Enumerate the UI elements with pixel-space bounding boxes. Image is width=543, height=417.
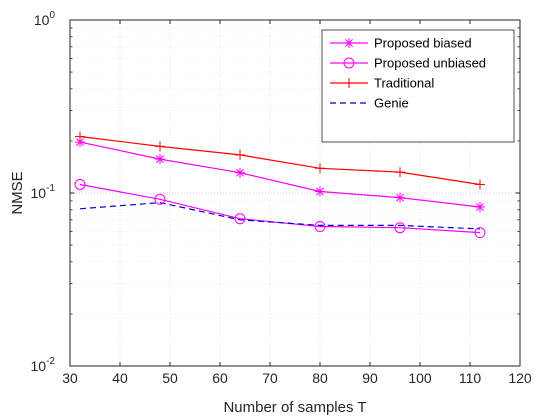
y-tick-base: 10: [31, 185, 47, 201]
axis-ticks: [69, 19, 521, 367]
y-tick-exponent: -2: [46, 356, 55, 367]
y-axis-label: NMSE: [9, 171, 26, 214]
marker-stroke: [345, 39, 353, 47]
marker-circle: [234, 213, 246, 225]
y-tick-label: 100: [34, 10, 56, 28]
series-lines: [79, 135, 481, 234]
marker-circle: [343, 57, 355, 69]
data-point: [75, 131, 85, 142]
data-point: [234, 213, 246, 225]
data-point: [475, 179, 485, 190]
y-tick-exponent: 0: [49, 10, 55, 21]
x-tick-label: 70: [262, 370, 278, 386]
y-tick-exponent: -1: [46, 183, 55, 194]
marker-stroke: [316, 187, 324, 196]
data-point: [154, 193, 166, 205]
data-point: [235, 167, 245, 178]
marker-circle: [474, 227, 486, 239]
series-markers: [74, 131, 486, 239]
x-tick-label: 90: [362, 370, 378, 386]
x-tick-label: 50: [162, 370, 178, 386]
series-line: [79, 141, 481, 208]
marker-circle: [154, 193, 166, 205]
x-tick-label: 110: [459, 370, 482, 386]
x-tick-label: 80: [312, 370, 328, 386]
legend-marker: [344, 78, 354, 88]
y-tick-base: 10: [34, 12, 50, 28]
x-tick-label: 40: [112, 370, 128, 386]
legend-entry: Genie: [330, 96, 409, 111]
data-point: [474, 227, 486, 239]
data-point: [315, 186, 325, 197]
marker-stroke: [156, 155, 164, 164]
marker-circle: [394, 222, 406, 234]
legend-box: [321, 29, 515, 143]
data-point: [314, 221, 326, 233]
legend-label: Traditional: [374, 76, 434, 91]
legend-label: Genie: [374, 96, 409, 111]
data-point: [475, 201, 485, 212]
marker-stroke: [396, 193, 404, 202]
x-tick-label: 60: [212, 370, 228, 386]
data-point: [74, 178, 86, 190]
x-tick-labels: 30 40 50 60 70 80 90 100 110 120: [62, 370, 532, 386]
marker-circle: [74, 178, 86, 190]
y-tick-label: 10-2: [31, 356, 56, 374]
y-tick-base: 10: [31, 358, 47, 374]
legend-marker: [344, 38, 354, 48]
legend-entry: Proposed biased: [330, 36, 472, 51]
data-point: [235, 149, 245, 160]
data-point: [395, 167, 405, 178]
x-axis-label: Number of samples T: [223, 399, 366, 416]
legend-label: Proposed biased: [374, 36, 472, 51]
legend-entry: Traditional: [330, 76, 434, 91]
x-tick-label: 120: [508, 370, 532, 386]
x-tick-label: 30: [62, 370, 78, 386]
data-point: [155, 141, 165, 152]
marker-stroke: [76, 138, 84, 147]
y-tick-label: 10-1: [31, 183, 56, 201]
legend-entry: Proposed unbiased: [330, 56, 486, 71]
data-point: [155, 154, 165, 165]
series-line: [79, 135, 481, 186]
legend-label: Proposed unbiased: [374, 56, 486, 71]
x-tick-label: 100: [408, 370, 432, 386]
legend-marker: [343, 57, 355, 69]
marker-circle: [314, 221, 326, 233]
data-point: [394, 222, 406, 234]
series-line: [79, 201, 481, 230]
legend: Proposed biased Proposed unbiased Traditio…: [321, 29, 515, 143]
data-point: [395, 192, 405, 203]
data-point: [315, 163, 325, 174]
marker-stroke: [236, 168, 244, 177]
marker-stroke: [476, 203, 484, 211]
